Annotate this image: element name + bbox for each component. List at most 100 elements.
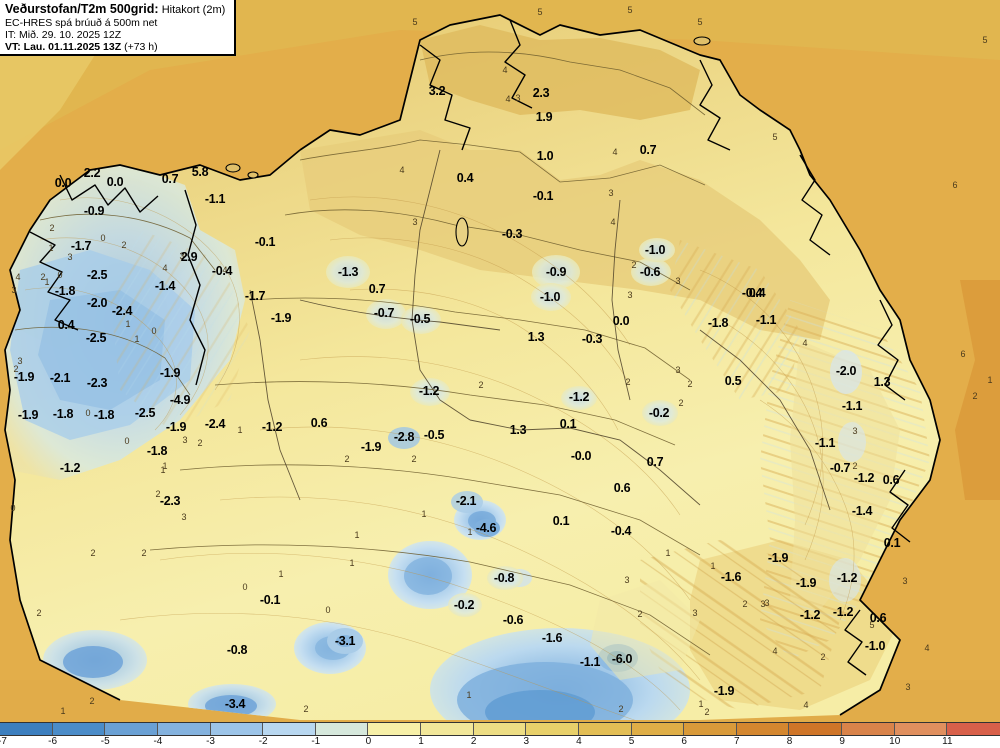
station-temperature-label: -2.3 — [159, 494, 181, 508]
station-temperature-label: -2.8 — [393, 430, 415, 444]
contour-value-label: 2 — [49, 223, 55, 233]
region-boundaries — [249, 149, 831, 511]
contour-value-label: 1 — [354, 530, 360, 540]
contour-value-label: 5 — [537, 7, 543, 17]
colorbar-tick-neg6: -6 — [48, 736, 58, 747]
colorbar-swatch-13 — [684, 723, 737, 735]
contour-value-label: 2 — [13, 364, 19, 374]
colorbar-swatch-15 — [789, 723, 842, 735]
station-temperature-label: -1.9 — [767, 551, 789, 565]
station-temperature-label: 0.6 — [310, 416, 328, 430]
contour-value-label: 0 — [100, 233, 106, 243]
info-title-main: Veðurstofan/T2m 500grid: — [5, 2, 159, 16]
station-temperature-label: 0.7 — [368, 282, 386, 296]
contour-value-label: 2 — [742, 599, 748, 609]
contour-value-label: 1 — [467, 527, 473, 537]
info-title-row: Veðurstofan/T2m 500grid: Hitakort (2m) — [5, 3, 230, 17]
contour-value-label: 3 — [182, 435, 188, 445]
map-canvas — [0, 0, 1000, 722]
contour-value-label: 2 — [852, 461, 858, 471]
colorbar-swatch-6 — [315, 723, 369, 735]
station-temperature-label: 0.6 — [613, 481, 631, 495]
station-temperature-label: -0.2 — [453, 598, 475, 612]
contour-value-label: 3 — [852, 426, 858, 436]
station-temperature-label: -1.2 — [261, 420, 283, 434]
contour-value-label: 4 — [924, 643, 930, 653]
contour-value-label: 2 — [625, 377, 631, 387]
contour-value-label: 0 — [85, 408, 91, 418]
contour-value-label: 2 — [687, 379, 693, 389]
contour-value-label: 1 — [466, 690, 472, 700]
contour-value-label: 4 — [222, 265, 228, 275]
contour-value-label: 2 — [155, 489, 161, 499]
contour-value-label: 1 — [160, 465, 166, 475]
contour-value-label: 2 — [637, 609, 643, 619]
station-temperature-label: -0.8 — [226, 643, 248, 657]
station-temperature-label: -0.9 — [545, 265, 567, 279]
station-temperature-label: 0.1 — [883, 536, 901, 550]
station-temperature-label: -0.4 — [610, 524, 632, 538]
contour-value-label: 2 — [303, 704, 309, 714]
contour-value-label: 3 — [675, 365, 681, 375]
contour-value-label: 2 — [89, 696, 95, 706]
ocean-band-east — [955, 280, 1000, 500]
contour-value-label: 1 — [44, 277, 50, 287]
contour-value-label: 3 — [905, 682, 911, 692]
info-valid-time: VT: Lau. 01.11.2025 13Z — [5, 41, 122, 53]
station-temperature-label: -1.0 — [864, 639, 886, 653]
coastline-fjords — [29, 19, 911, 676]
colorbar-tick-5: 5 — [628, 736, 635, 747]
contour-value-label: 3 — [412, 217, 418, 227]
station-temperature-label: -1.4 — [154, 279, 176, 293]
temperature-map[interactable]: 0.0 2.2 0.0 -0.9 0.7 5.8 -1.1 -1.7 -0.1 -2.5 2.9 -0… — [0, 0, 1000, 722]
station-temperature-label: -1.8 — [146, 444, 168, 458]
station-temperature-label: -6.0 — [611, 652, 633, 666]
land-layer — [5, 15, 940, 720]
station-temperature-label: 2.3 — [532, 86, 550, 100]
station-temperature-label: -0.5 — [423, 428, 445, 442]
contour-value-label: 5 — [772, 132, 778, 142]
station-temperature-label: 1.3 — [509, 423, 527, 437]
info-title-sub: Hitakort (2m) — [161, 4, 226, 16]
colorbar-tick-1: 1 — [418, 736, 424, 747]
contour-value-label: 3 — [627, 290, 633, 300]
contour-value-label: 4 — [505, 94, 511, 104]
station-temperature-label: -1.9 — [270, 311, 292, 325]
station-temperature-label: -1.1 — [755, 313, 777, 327]
contour-value-label: 1 — [48, 243, 54, 253]
station-temperature-label: -1.9 — [795, 576, 817, 590]
offshore-islands — [225, 36, 711, 247]
station-temperature-label: -0.6 — [502, 613, 524, 627]
station-temperature-label: -2.0 — [86, 296, 108, 310]
colorbar-tick-neg5: -5 — [100, 736, 110, 747]
station-temperature-label: 2.9 — [180, 250, 198, 264]
colorbar-swatch-4 — [210, 723, 264, 735]
contour-value-label: 1 — [349, 558, 355, 568]
colorbar-swatch-17 — [894, 723, 948, 735]
station-temperature-label: 0.6 — [869, 611, 887, 625]
station-temperature-label: -1.1 — [841, 399, 863, 413]
colorbar-swatch-16 — [842, 723, 895, 735]
station-temperature-label: -0.3 — [501, 227, 523, 241]
central-ridge-texture — [110, 230, 800, 430]
contour-value-label: 1 — [134, 334, 140, 344]
colorbar-swatch-7 — [368, 723, 421, 735]
contour-value-label: 6 — [952, 180, 958, 190]
colorbar-tick-10: 10 — [889, 736, 901, 747]
station-temperature-label: -1.9 — [713, 684, 735, 698]
eastern-ridges — [760, 300, 930, 660]
contour-value-label: 3 — [179, 251, 185, 261]
contour-value-label: 3 — [624, 575, 630, 585]
station-temperature-label: 2.2 — [83, 166, 101, 180]
colorbar-tick-3: 3 — [523, 736, 530, 747]
station-temperature-label: -1.2 — [832, 605, 854, 619]
station-temperature-label: 0.1 — [559, 417, 577, 431]
station-temperature-label: -0.4 — [741, 286, 763, 300]
colorbar-tick-8: 8 — [786, 736, 793, 747]
colorbar[interactable] — [0, 722, 1000, 736]
contour-value-label: 0 — [124, 436, 130, 446]
colorbar-tick-11: 11 — [942, 736, 953, 747]
contour-value-label: 2 — [90, 548, 96, 558]
contour-value-label: 2 — [820, 652, 826, 662]
colorbar-swatch-18 — [947, 723, 1000, 735]
